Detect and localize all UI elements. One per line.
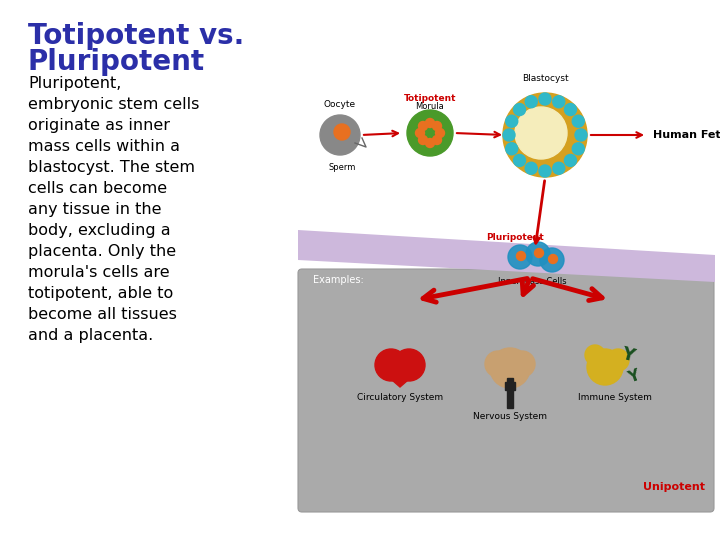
- Circle shape: [407, 110, 453, 156]
- Text: Y: Y: [626, 368, 642, 386]
- Text: Pluripotent: Pluripotent: [28, 48, 205, 76]
- Text: Totipotent vs.: Totipotent vs.: [28, 22, 244, 50]
- Circle shape: [564, 154, 577, 166]
- Circle shape: [433, 122, 441, 131]
- Circle shape: [436, 129, 444, 138]
- Circle shape: [433, 136, 441, 145]
- Circle shape: [426, 118, 434, 127]
- Text: Blastocyst: Blastocyst: [522, 74, 568, 83]
- Circle shape: [607, 349, 629, 371]
- Circle shape: [505, 143, 518, 155]
- Circle shape: [393, 349, 425, 381]
- Text: Pluripotent: Pluripotent: [486, 233, 544, 242]
- Circle shape: [418, 122, 428, 131]
- Circle shape: [587, 349, 623, 385]
- Text: Circulatory System: Circulatory System: [357, 393, 443, 402]
- Circle shape: [553, 96, 564, 108]
- Circle shape: [534, 248, 544, 258]
- Circle shape: [375, 349, 407, 381]
- Text: Examples:: Examples:: [313, 275, 364, 285]
- Circle shape: [509, 351, 535, 377]
- Circle shape: [525, 162, 537, 174]
- Circle shape: [505, 115, 518, 127]
- Circle shape: [539, 93, 551, 105]
- Circle shape: [320, 115, 360, 155]
- Circle shape: [572, 143, 584, 155]
- Circle shape: [575, 129, 587, 141]
- Circle shape: [513, 104, 526, 116]
- Circle shape: [525, 96, 537, 108]
- Text: Y: Y: [619, 345, 636, 366]
- Bar: [505, 382, 515, 390]
- Circle shape: [418, 136, 428, 145]
- Circle shape: [508, 245, 532, 269]
- Text: Oocyte: Oocyte: [324, 100, 356, 109]
- Circle shape: [513, 154, 526, 166]
- Circle shape: [415, 129, 425, 138]
- Text: Inner Mass Cells: Inner Mass Cells: [498, 277, 567, 286]
- Text: Unipotent: Unipotent: [643, 482, 705, 492]
- Circle shape: [553, 162, 564, 174]
- Circle shape: [516, 252, 526, 260]
- Text: Morula: Morula: [415, 102, 444, 111]
- Circle shape: [426, 138, 434, 147]
- Text: Nervous System: Nervous System: [473, 412, 547, 421]
- Text: Pluripotent,
embryonic stem cells
originate as inner
mass cells within a
blastoc: Pluripotent, embryonic stem cells origin…: [28, 76, 199, 343]
- Circle shape: [515, 107, 567, 159]
- Text: Totipotent: Totipotent: [404, 94, 456, 103]
- Polygon shape: [298, 230, 715, 282]
- Text: Sperm: Sperm: [328, 163, 356, 172]
- Circle shape: [334, 124, 350, 140]
- FancyBboxPatch shape: [298, 269, 714, 512]
- Text: Immune System: Immune System: [578, 393, 652, 402]
- Circle shape: [540, 248, 564, 272]
- Circle shape: [539, 165, 551, 177]
- Circle shape: [485, 351, 511, 377]
- Bar: [507, 378, 513, 408]
- Circle shape: [585, 345, 605, 365]
- Polygon shape: [377, 367, 423, 387]
- Circle shape: [549, 254, 557, 264]
- Circle shape: [503, 129, 515, 141]
- Circle shape: [526, 242, 550, 266]
- Circle shape: [503, 93, 587, 177]
- Text: Human Fetus: Human Fetus: [653, 130, 720, 140]
- Circle shape: [572, 115, 584, 127]
- Circle shape: [490, 348, 530, 388]
- Circle shape: [564, 104, 577, 116]
